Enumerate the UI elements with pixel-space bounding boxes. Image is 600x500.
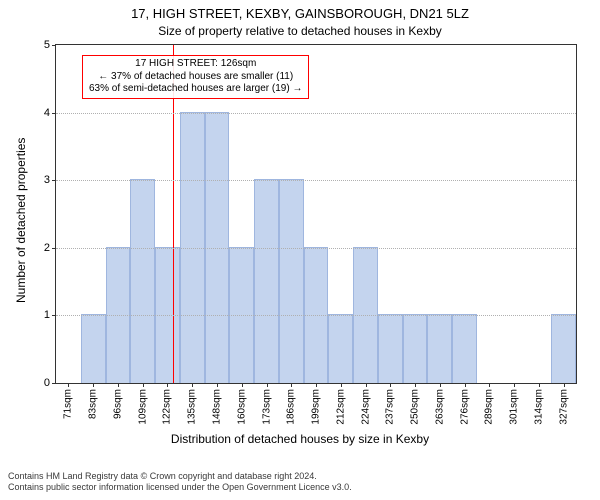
x-tick-label: 289sqm bbox=[484, 383, 495, 425]
x-tick-label: 122sqm bbox=[162, 383, 173, 425]
x-tick-label: 83sqm bbox=[88, 383, 99, 419]
x-tick-label: 301sqm bbox=[509, 383, 520, 425]
annotation-line-3: 63% of semi-detached houses are larger (… bbox=[89, 83, 302, 96]
x-tick-label: 263sqm bbox=[434, 383, 445, 425]
x-tick-label: 109sqm bbox=[137, 383, 148, 425]
x-tick-label: 276sqm bbox=[459, 383, 470, 425]
y-tick-label: 1 bbox=[44, 309, 56, 321]
bar bbox=[328, 314, 353, 383]
bar bbox=[254, 179, 279, 383]
bar bbox=[130, 179, 155, 383]
x-tick-label: 224sqm bbox=[360, 383, 371, 425]
bar bbox=[551, 314, 576, 383]
x-tick-label: 212sqm bbox=[335, 383, 346, 425]
bar-slot: 314sqm bbox=[527, 45, 552, 383]
x-tick-label: 327sqm bbox=[558, 383, 569, 425]
bar-slot: 237sqm bbox=[378, 45, 403, 383]
bar bbox=[81, 314, 106, 383]
annotation-line-2: ← 37% of detached houses are smaller (11… bbox=[89, 71, 302, 84]
bar-slot: 250sqm bbox=[403, 45, 428, 383]
x-axis-label: Distribution of detached houses by size … bbox=[0, 432, 600, 446]
x-tick-label: 250sqm bbox=[410, 383, 421, 425]
y-tick-label: 5 bbox=[44, 39, 56, 51]
bar-slot: 276sqm bbox=[452, 45, 477, 383]
x-tick-label: 186sqm bbox=[286, 383, 297, 425]
footer-attribution: Contains HM Land Registry data © Crown c… bbox=[8, 471, 352, 494]
x-tick-label: 199sqm bbox=[311, 383, 322, 425]
plot-area: 71sqm83sqm96sqm109sqm122sqm135sqm148sqm1… bbox=[55, 44, 577, 384]
bar-slot: 212sqm bbox=[328, 45, 353, 383]
gridline-h bbox=[56, 248, 576, 249]
chart-title: 17, HIGH STREET, KEXBY, GAINSBOROUGH, DN… bbox=[0, 6, 600, 21]
gridline-h bbox=[56, 113, 576, 114]
bar bbox=[403, 314, 428, 383]
bar-slot: 263sqm bbox=[427, 45, 452, 383]
chart-subtitle: Size of property relative to detached ho… bbox=[0, 24, 600, 38]
bar bbox=[427, 314, 452, 383]
gridline-h bbox=[56, 315, 576, 316]
annotation-line-1: 17 HIGH STREET: 126sqm bbox=[89, 58, 302, 71]
gridline-h bbox=[56, 180, 576, 181]
y-tick-label: 4 bbox=[44, 107, 56, 119]
x-tick-label: 314sqm bbox=[533, 383, 544, 425]
x-tick-label: 135sqm bbox=[187, 383, 198, 425]
x-tick-label: 160sqm bbox=[236, 383, 247, 425]
y-tick-label: 0 bbox=[44, 377, 56, 389]
annotation-box: 17 HIGH STREET: 126sqm ← 37% of detached… bbox=[82, 55, 309, 99]
bar-slot: 289sqm bbox=[477, 45, 502, 383]
bar-slot: 224sqm bbox=[353, 45, 378, 383]
y-axis-label: Number of detached properties bbox=[14, 138, 28, 303]
x-tick-label: 96sqm bbox=[112, 383, 123, 419]
bar bbox=[452, 314, 477, 383]
x-tick-label: 173sqm bbox=[261, 383, 272, 425]
bar-slot: 71sqm bbox=[56, 45, 81, 383]
x-tick-label: 71sqm bbox=[63, 383, 74, 419]
bar bbox=[279, 179, 304, 383]
footer-line-2: Contains public sector information licen… bbox=[8, 482, 352, 494]
bar-slot: 327sqm bbox=[551, 45, 576, 383]
y-tick-label: 2 bbox=[44, 242, 56, 254]
footer-line-1: Contains HM Land Registry data © Crown c… bbox=[8, 471, 352, 483]
x-tick-label: 148sqm bbox=[211, 383, 222, 425]
bar-slot: 301sqm bbox=[502, 45, 527, 383]
x-tick-label: 237sqm bbox=[385, 383, 396, 425]
bar bbox=[378, 314, 403, 383]
y-tick-label: 3 bbox=[44, 174, 56, 186]
